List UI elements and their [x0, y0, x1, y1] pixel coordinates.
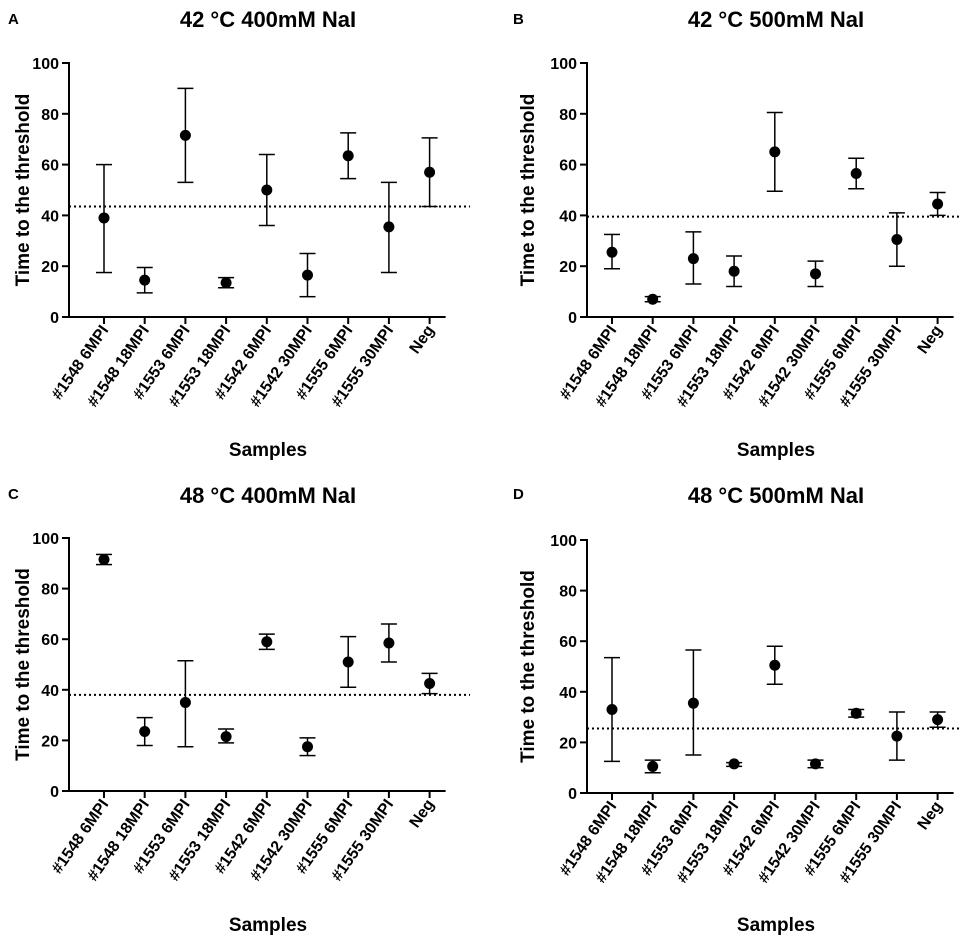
chart-title: 48 °C 500mM NaI — [688, 483, 864, 508]
data-point — [179, 696, 191, 708]
data-point — [342, 150, 354, 162]
data-point — [220, 731, 232, 743]
data-point — [850, 167, 862, 179]
y-tick-label: 0 — [568, 310, 577, 327]
chart-panel-d: D 48 °C 500mM NaI 0 20 40 60 80 100 Time to the … — [513, 483, 960, 936]
y-tick-label: 0 — [50, 310, 59, 327]
x-axis-label: Samples — [737, 440, 815, 461]
x-axis-label: Samples — [229, 440, 307, 461]
data-point — [98, 554, 110, 566]
data-point — [302, 741, 313, 753]
data-point — [606, 246, 618, 258]
data-point — [139, 726, 151, 738]
x-axis-label: Samples — [229, 915, 307, 936]
panel-letter: B — [513, 11, 524, 28]
data-point — [98, 212, 110, 224]
chart-panel-c: C 48 °C 400mM NaI 0 20 40 60 80 100 Time to the … — [8, 483, 470, 936]
y-tick-label: 40 — [559, 208, 577, 225]
data-point — [769, 659, 781, 671]
y-tick-label: 60 — [41, 158, 59, 175]
panel-letter: C — [8, 486, 19, 503]
data-point — [302, 269, 313, 281]
data-point — [810, 758, 821, 770]
x-tick-label: Neg — [915, 323, 946, 358]
y-axis-label: Time to the threshold — [518, 94, 539, 287]
data-point — [932, 198, 944, 210]
y-tick-label: 40 — [41, 208, 59, 225]
chart-panel-b: B 42 °C 500mM NaI 0 20 40 60 80 100 Time to the … — [513, 7, 960, 461]
y-tick-label: 20 — [41, 733, 59, 750]
chart-panel-a: A 42 °C 400mM NaI 0 20 40 60 80 100 Time to the … — [8, 7, 470, 461]
chart-title: 42 °C 400mM NaI — [180, 7, 356, 32]
x-tick-label: Neg — [407, 323, 438, 358]
data-point — [261, 184, 273, 196]
data-point — [220, 277, 232, 289]
panel-letter: A — [8, 11, 19, 28]
y-tick-label: 80 — [559, 107, 577, 124]
data-point — [179, 129, 191, 141]
y-tick-label: 80 — [559, 584, 577, 601]
data-point — [647, 760, 659, 772]
y-tick-label: 0 — [50, 784, 59, 801]
data-point — [139, 274, 151, 286]
data-point — [932, 714, 944, 726]
panel-letter: D — [513, 486, 524, 503]
y-tick-label: 80 — [41, 582, 59, 599]
x-tick-label: Neg — [915, 799, 946, 834]
y-tick-label: 20 — [41, 259, 59, 276]
y-tick-label: 60 — [559, 634, 577, 651]
chart-title: 42 °C 500mM NaI — [688, 7, 864, 32]
y-axis-label: Time to the threshold — [13, 568, 34, 761]
data-point — [891, 730, 903, 742]
y-tick-label: 20 — [559, 735, 577, 752]
y-tick-label: 100 — [550, 533, 577, 550]
y-tick-label: 60 — [41, 632, 59, 649]
y-tick-label: 80 — [41, 107, 59, 124]
data-point — [728, 265, 740, 277]
y-axis-label: Time to the threshold — [13, 94, 34, 287]
data-point — [728, 758, 740, 770]
data-point — [687, 253, 699, 265]
y-tick-label: 40 — [559, 685, 577, 702]
data-point — [606, 704, 618, 716]
data-point — [769, 146, 781, 158]
data-point — [342, 656, 354, 668]
y-tick-label: 40 — [41, 683, 59, 700]
y-tick-label: 100 — [32, 531, 59, 548]
y-axis-label: Time to the threshold — [518, 570, 539, 763]
y-tick-label: 100 — [32, 56, 59, 73]
data-point — [261, 636, 273, 648]
chart-title: 48 °C 400mM NaI — [180, 483, 356, 508]
x-tick-label: Neg — [407, 797, 438, 832]
data-point — [383, 637, 395, 649]
data-point — [424, 677, 436, 689]
data-point — [383, 221, 395, 233]
data-point — [647, 293, 659, 305]
data-point — [850, 707, 862, 719]
data-point — [810, 268, 821, 280]
data-point — [891, 234, 903, 246]
x-axis-label: Samples — [737, 915, 815, 936]
data-point — [687, 697, 699, 709]
y-tick-label: 20 — [559, 259, 577, 276]
y-tick-label: 100 — [550, 56, 577, 73]
y-tick-label: 60 — [559, 158, 577, 175]
y-tick-label: 0 — [568, 786, 577, 803]
data-point — [424, 166, 436, 178]
